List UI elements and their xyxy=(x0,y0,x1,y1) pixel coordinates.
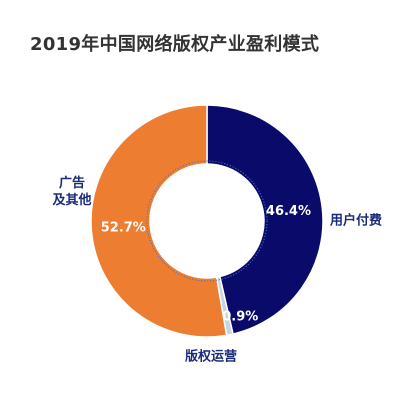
category-label-3-line-1: 广告 xyxy=(59,175,85,191)
value-label-1: 46.4% xyxy=(266,204,311,219)
category-label-2-line-1: 版权运营 xyxy=(185,349,237,365)
value-label-3: 52.7% xyxy=(101,221,146,236)
category-label-2: 版权运营 xyxy=(185,349,237,365)
category-label-1-line-1: 用户付费 xyxy=(329,213,382,229)
category-label-3-line-2: 及其他 xyxy=(52,192,91,208)
value-label-2: 0.9% xyxy=(222,310,258,325)
value-labels: 46.4% 0.9% 52.7% xyxy=(101,204,311,324)
category-label-3: 广告及其他 xyxy=(52,175,91,208)
chart-title: 2019年中国网络版权产业盈利模式 xyxy=(30,34,320,55)
inner-dotted-ring xyxy=(146,160,268,282)
slice-1 xyxy=(206,104,324,335)
category-label-1: 用户付费 xyxy=(329,213,382,229)
